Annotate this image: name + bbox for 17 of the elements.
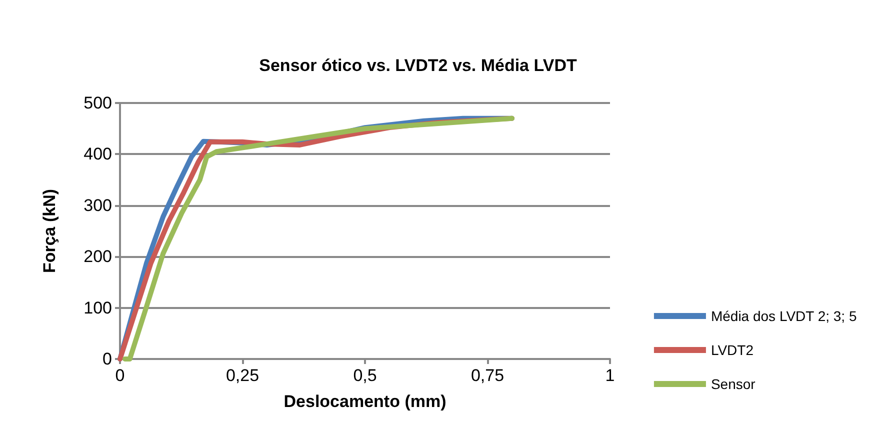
x-tick-label: 0,5 [353,366,377,385]
y-tick-label: 0 [102,350,112,368]
legend-label: LVDT2 [710,342,754,358]
y-tick-label: 300 [84,196,112,215]
legend-label: Sensor [710,376,756,392]
x-axis-title: Deslocamento (mm) [284,392,446,411]
y-tick-label: 400 [84,144,112,164]
x-tick-label: 0,75 [470,366,504,385]
chart-title: Sensor ótico vs. LVDT2 vs. Média LVDT [259,56,578,75]
legend-label: Média dos LVDT 2; 3; 5 [710,308,857,324]
x-tick-label: 0,25 [226,366,260,385]
y-tick-label: 100 [84,298,112,318]
y-tick-label: 200 [84,247,112,266]
x-tick-label: 1 [605,366,615,385]
y-tick-label: 500 [84,94,112,112]
x-tick-label: 0 [115,366,125,385]
y-axis-title: Força (kN) [40,188,59,274]
